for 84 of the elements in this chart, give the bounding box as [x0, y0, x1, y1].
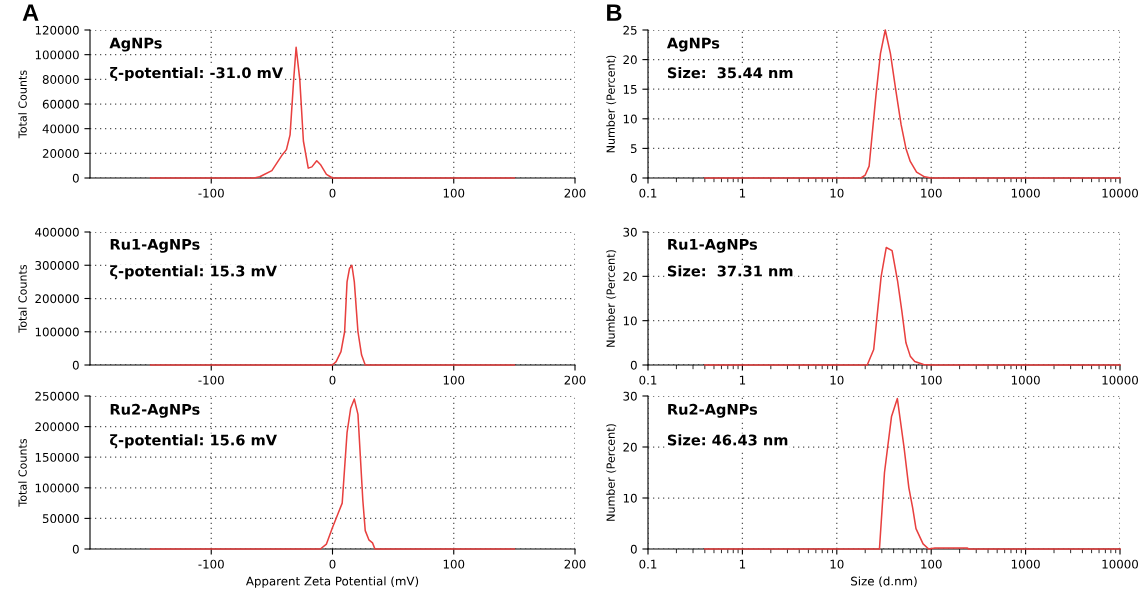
x-tick-label: 0 — [329, 188, 336, 198]
y-tick-label: 30 — [623, 391, 637, 401]
chart-title: A — [22, 4, 39, 21]
y-tick-label: 0 — [72, 173, 79, 183]
x-tick-label: 1 — [739, 375, 746, 385]
y-tick-label: 300000 — [35, 260, 79, 270]
annotation: Size: 37.31 nm — [667, 265, 793, 277]
x-tick-label: 100 — [443, 559, 465, 569]
annotation: Ru2-AgNPs — [668, 403, 758, 418]
annotation: Ru2-AgNPs — [110, 403, 200, 418]
y-tick-label: 0 — [630, 173, 637, 183]
y-tick-label: 150000 — [35, 452, 79, 462]
x-tick-label: 100 — [443, 375, 465, 385]
y-tick-label: 100000 — [35, 483, 79, 493]
y-tick-label: 100000 — [35, 50, 79, 60]
x-tick-label: 0.1 — [639, 559, 657, 569]
y-tick-label: 200000 — [35, 294, 79, 304]
y-axis-title: Total Counts — [18, 264, 27, 333]
chart-title: B — [607, 4, 622, 21]
annotation: Size: 46.43 nm — [667, 434, 788, 446]
x-tick-label: 0 — [329, 375, 336, 385]
x-tick-label: 10000 — [1102, 559, 1138, 569]
y-tick-label: 250000 — [35, 391, 79, 401]
x-tick-label: 10 — [830, 375, 844, 385]
annotation: Size: 35.44 nm — [667, 67, 793, 79]
y-tick-label: 0 — [630, 544, 637, 554]
x-tick-label: 0.1 — [639, 188, 657, 198]
y-tick-label: 5 — [630, 144, 637, 154]
y-tick-label: 20 — [623, 442, 637, 452]
x-tick-label: 1000 — [1011, 559, 1040, 569]
x-tick-label: 10000 — [1102, 188, 1138, 198]
annotation: ζ-potential: 15.6 mV — [110, 434, 277, 449]
y-tick-label: 20 — [623, 55, 637, 65]
y-axis-title: Number (Percent) — [606, 424, 617, 521]
annotation: AgNPs — [109, 37, 162, 52]
x-tick-label: 1000 — [1011, 375, 1040, 385]
x-tick-label: 0 — [329, 559, 336, 569]
x-tick-label: 1000 — [1011, 188, 1040, 198]
annotation: ζ-potential: -31.0 mV — [110, 67, 284, 82]
x-tick-label: 10000 — [1102, 375, 1138, 385]
annotation: Ru1-AgNPs — [668, 238, 758, 253]
x-tick-label: -100 — [198, 188, 224, 198]
y-tick-label: 0 — [630, 360, 637, 370]
x-tick-label: -100 — [198, 559, 224, 569]
y-tick-label: 25 — [623, 25, 637, 35]
y-tick-label: 20000 — [42, 149, 79, 158]
x-tick-label: 100 — [921, 375, 942, 385]
y-tick-label: 10 — [623, 493, 637, 503]
y-tick-label: 120000 — [35, 25, 79, 35]
y-tick-label: 200000 — [35, 422, 79, 432]
y-axis-title: Number (Percent) — [606, 250, 617, 347]
annotation: Ru1-AgNPs — [110, 238, 200, 253]
x-tick-label: 200 — [564, 188, 586, 198]
x-axis-title: Apparent Zeta Potential (mV) — [245, 576, 419, 588]
y-tick-label: 400000 — [35, 227, 79, 237]
x-tick-label: -100 — [198, 375, 224, 385]
y-tick-label: 15 — [623, 85, 637, 94]
y-tick-label: 0 — [72, 544, 79, 554]
x-tick-label: 100 — [921, 188, 942, 198]
x-tick-label: 200 — [564, 375, 586, 385]
y-axis-title: Number (Percent) — [606, 55, 617, 153]
x-tick-label: 1 — [739, 188, 746, 198]
x-tick-label: 10 — [830, 559, 844, 569]
y-tick-label: 50000 — [42, 514, 79, 524]
x-tick-label: 10 — [830, 188, 844, 198]
annotation: ζ-potential: 15.3 mV — [110, 265, 277, 280]
x-tick-label: 100 — [443, 188, 465, 198]
y-tick-label: 10 — [623, 316, 637, 326]
y-tick-label: 60000 — [42, 99, 79, 109]
y-tick-label: 40000 — [42, 124, 79, 134]
y-axis-title: Total Counts — [18, 70, 27, 139]
y-tick-label: 80000 — [42, 75, 79, 84]
y-tick-label: 100000 — [35, 327, 79, 337]
y-tick-label: 30 — [623, 227, 637, 237]
annotation: AgNPs — [666, 37, 720, 52]
y-tick-label: 10 — [623, 114, 637, 124]
y-tick-label: 20 — [623, 272, 637, 281]
x-tick-label: 100 — [921, 559, 942, 569]
y-tick-label: 0 — [72, 360, 79, 370]
x-tick-label: 1 — [739, 559, 746, 569]
y-axis-title: Total Counts — [18, 438, 27, 507]
x-axis-title: Size (d.nm) — [851, 576, 917, 587]
x-tick-label: 200 — [564, 559, 586, 569]
x-tick-label: 0.1 — [639, 375, 657, 385]
